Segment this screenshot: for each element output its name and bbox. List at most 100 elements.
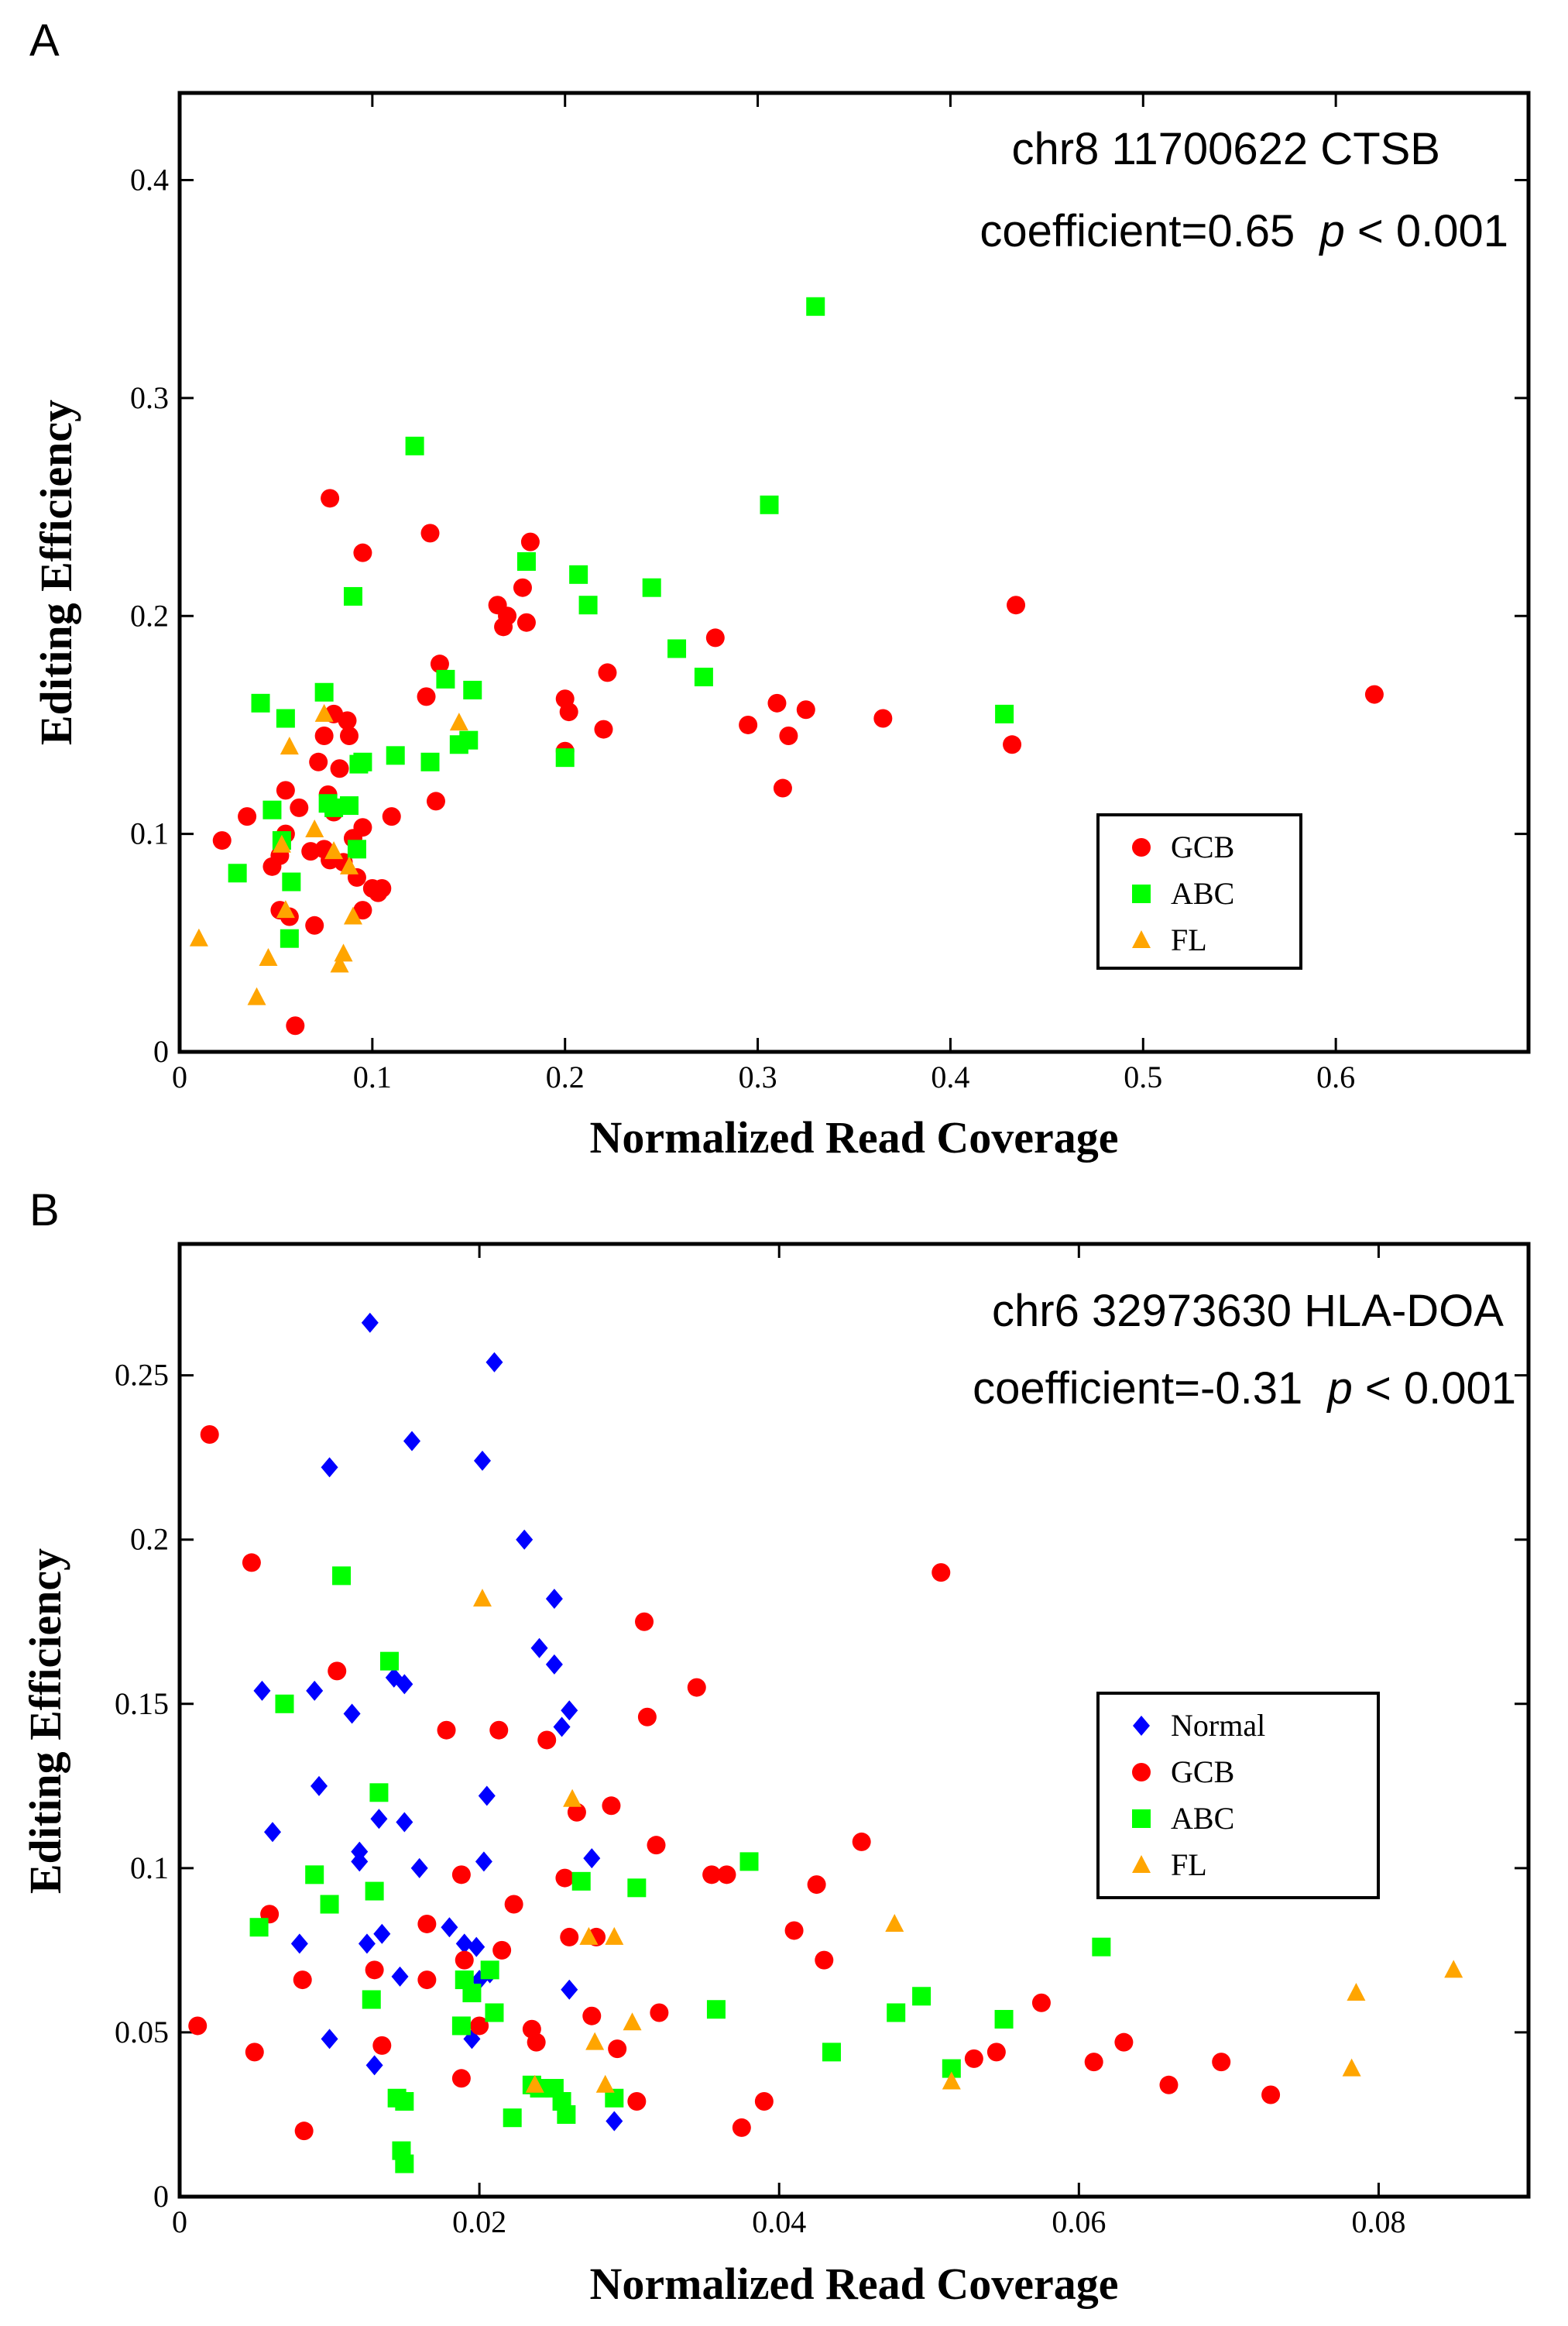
abc-point: [332, 1566, 352, 1586]
normal-point: [606, 2111, 623, 2132]
gcb-point: [470, 2016, 489, 2036]
abc-point: [627, 1878, 647, 1898]
fl-point: [314, 703, 334, 722]
x-tick-label: 0.04: [752, 2204, 806, 2239]
gcb-point: [301, 842, 321, 861]
normal-point: [396, 1812, 413, 1833]
x-tick-label: 0: [172, 2204, 187, 2239]
legend-label-gcb: GCB: [1171, 830, 1234, 864]
fl-point: [305, 819, 324, 838]
x-tick-label: 0.1: [353, 1060, 392, 1094]
y-tick-label: 0: [153, 2179, 169, 2214]
gcb-point: [932, 1563, 951, 1582]
gcb-point: [305, 916, 324, 935]
gcb-point: [637, 1707, 657, 1726]
gcb-point: [290, 798, 309, 817]
fl-point: [623, 2012, 642, 2031]
fl-point: [563, 1788, 582, 1807]
gcb-point: [796, 700, 815, 720]
gcb-point: [527, 2032, 546, 2052]
normal-point: [290, 1933, 308, 1954]
legend-label-abc: ABC: [1171, 876, 1234, 911]
data-points-a: [189, 297, 1384, 1036]
abc-point: [503, 2108, 522, 2128]
gcb-point: [602, 1796, 621, 1816]
legend-marker-normal: [1133, 1716, 1150, 1736]
normal-point: [561, 1979, 578, 2000]
fl-point: [525, 2074, 544, 2093]
normal-point: [455, 1933, 473, 1954]
y-axis-label-b: Editing Efficiency: [20, 1548, 70, 1894]
y-axis-label-a: Editing Efficiency: [31, 400, 81, 745]
legend-b: Normal GCB ABC FL: [1096, 1692, 1380, 1899]
normal-point: [545, 1589, 563, 1610]
abc-point: [569, 565, 588, 584]
gcb-point: [717, 1865, 736, 1885]
fl-point: [280, 737, 299, 755]
normal-point: [545, 1654, 563, 1675]
gcb-point: [293, 1970, 312, 1990]
gcb-point: [873, 709, 893, 728]
panel-b: B 0 0.02 0.04 0.06 0.08 0 0.05 0.1 0.15 0.2 0.25 c…: [20, 1185, 1531, 2309]
gcb-point: [353, 818, 372, 837]
abc-point: [251, 693, 270, 713]
normal-point: [583, 1848, 601, 1869]
legend-label-fl: FL: [1171, 1847, 1207, 1882]
gcb-point: [754, 2092, 774, 2111]
abc-point: [463, 680, 482, 699]
normal-point: [473, 1450, 491, 1471]
fl-point: [1342, 2058, 1361, 2077]
abc-point: [405, 436, 424, 455]
gcb-point: [238, 807, 257, 826]
abc-point: [822, 2043, 841, 2062]
fl-point: [272, 834, 291, 853]
abc-point: [557, 2104, 576, 2124]
abc-point: [339, 796, 359, 816]
normal-point: [253, 1680, 271, 1701]
coefficient-text-b: coefficient=-0.31: [973, 1363, 1327, 1414]
legend-box: [1096, 813, 1302, 970]
gcb-point: [594, 720, 613, 739]
gcb-point: [815, 1950, 834, 1970]
gcb-point: [245, 2043, 264, 2062]
normal-point: [396, 1674, 413, 1695]
gcb-point: [321, 489, 340, 508]
fl-point: [334, 943, 353, 962]
y-tick-label: 0: [153, 1034, 169, 1069]
gcb-point: [294, 2122, 314, 2141]
gcb-point: [537, 1730, 557, 1750]
gcb-point: [964, 2049, 983, 2068]
abc-point: [480, 1960, 499, 1980]
normal-point: [264, 1822, 282, 1843]
normal-point: [441, 1917, 458, 1938]
plot-frame-a: [177, 91, 1531, 1054]
normal-point: [530, 1637, 548, 1658]
normal-point: [553, 1716, 571, 1737]
fl-point: [189, 928, 208, 947]
normal-point: [391, 1966, 409, 1987]
legend-a: GCB ABC FL: [1096, 813, 1302, 970]
abc-point: [887, 2003, 906, 2022]
fl-point: [1347, 1983, 1366, 2001]
data-points-b: [188, 1312, 1463, 2173]
abc-point: [739, 1852, 759, 1871]
gcb-point: [705, 628, 725, 648]
gcb-point: [560, 1927, 579, 1946]
normal-point: [351, 1851, 369, 1872]
fl-point: [247, 987, 266, 1005]
x-tick-label: 0.5: [1124, 1060, 1162, 1094]
gcb-point: [567, 1802, 586, 1822]
gcb-point: [773, 778, 792, 798]
abc-point: [386, 746, 405, 765]
coefficient-text-a: coefficient=0.65: [980, 206, 1319, 256]
abc-point: [379, 1651, 399, 1671]
legend-marker-abc: [1132, 885, 1151, 903]
abc-point: [459, 730, 479, 750]
p-symbol-a: p: [1318, 206, 1344, 256]
fl-point: [449, 713, 468, 731]
panel-letter-a: A: [29, 15, 60, 66]
gcb-point: [309, 752, 328, 771]
gcb-point: [188, 2016, 208, 2036]
gcb-point: [555, 1868, 575, 1888]
